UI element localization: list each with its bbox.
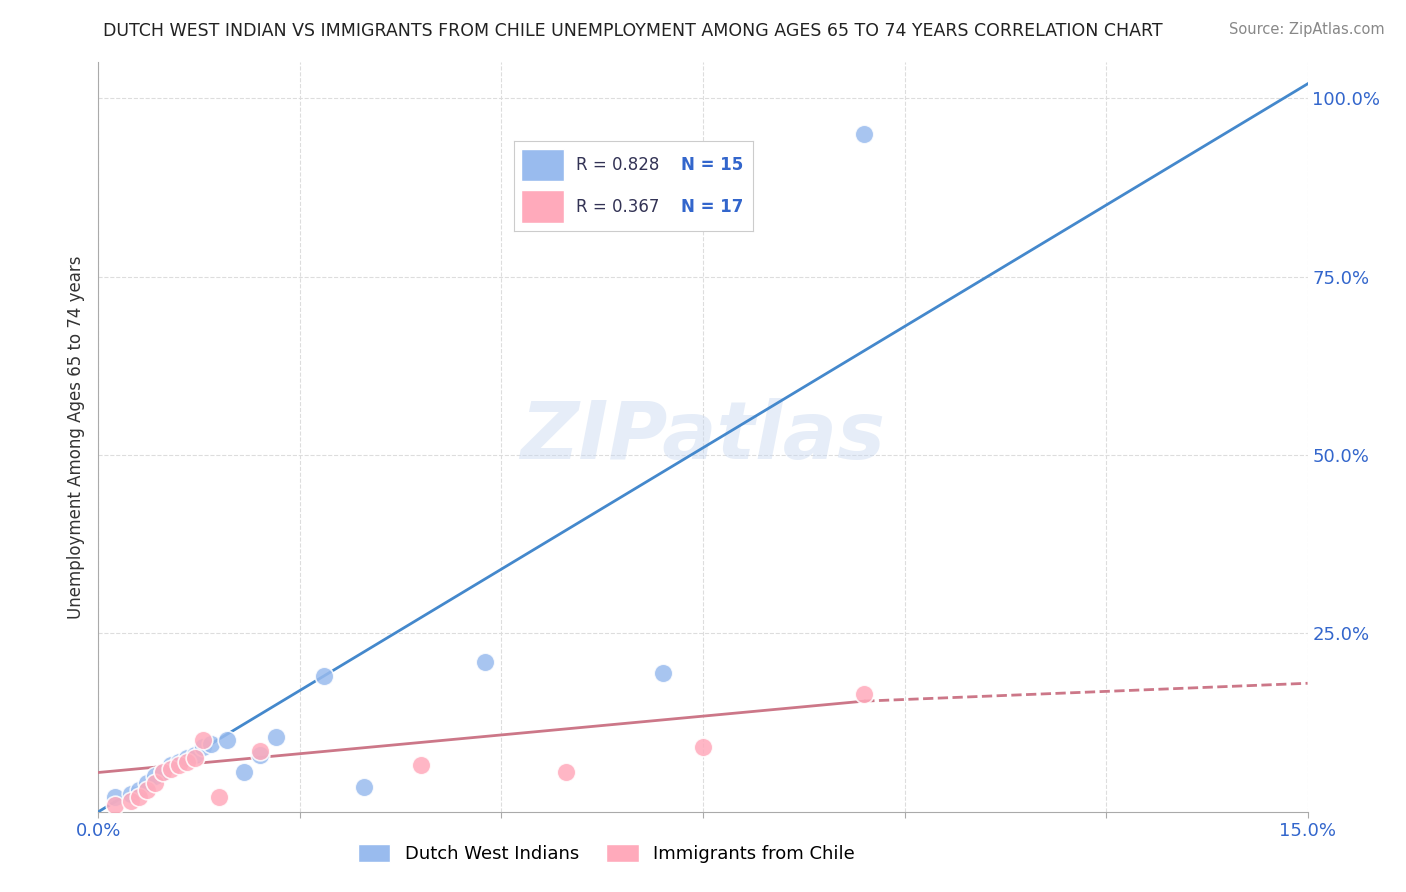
Point: [167, 758, 190, 772]
Text: N = 17: N = 17: [682, 197, 744, 216]
Point: [208, 790, 231, 805]
Point: [160, 758, 183, 772]
Point: [314, 669, 336, 683]
Point: [103, 797, 125, 812]
Point: [474, 655, 496, 669]
Point: [193, 733, 215, 747]
Text: N = 15: N = 15: [682, 155, 744, 174]
Point: [135, 783, 157, 797]
Point: [555, 765, 578, 780]
Point: [120, 787, 142, 801]
Point: [409, 758, 432, 772]
Point: [152, 765, 174, 780]
Point: [249, 747, 271, 762]
Point: [135, 776, 157, 790]
Text: R = 0.828: R = 0.828: [576, 155, 659, 174]
Point: [193, 740, 215, 755]
Legend: Dutch West Indians, Immigrants from Chile: Dutch West Indians, Immigrants from Chil…: [350, 837, 862, 870]
Point: [128, 783, 150, 797]
Point: [232, 765, 254, 780]
FancyBboxPatch shape: [520, 149, 564, 181]
Point: [103, 790, 125, 805]
Point: [184, 747, 207, 762]
Point: [217, 733, 239, 747]
Point: [853, 687, 876, 701]
Point: [152, 765, 174, 780]
Point: [249, 744, 271, 758]
Point: [143, 769, 166, 783]
Point: [120, 794, 142, 808]
Point: [264, 730, 287, 744]
Point: [184, 751, 207, 765]
Point: [176, 751, 198, 765]
Point: [160, 762, 183, 776]
Text: Source: ZipAtlas.com: Source: ZipAtlas.com: [1229, 22, 1385, 37]
Y-axis label: Unemployment Among Ages 65 to 74 years: Unemployment Among Ages 65 to 74 years: [66, 255, 84, 619]
Point: [651, 665, 673, 680]
Point: [143, 776, 166, 790]
FancyBboxPatch shape: [520, 191, 564, 223]
Text: ZIPatlas: ZIPatlas: [520, 398, 886, 476]
Point: [692, 740, 714, 755]
Point: [200, 737, 222, 751]
Point: [353, 780, 375, 794]
Point: [176, 755, 198, 769]
Point: [128, 790, 150, 805]
Text: R = 0.367: R = 0.367: [576, 197, 659, 216]
Point: [853, 127, 876, 141]
Text: DUTCH WEST INDIAN VS IMMIGRANTS FROM CHILE UNEMPLOYMENT AMONG AGES 65 TO 74 YEAR: DUTCH WEST INDIAN VS IMMIGRANTS FROM CHI…: [103, 22, 1163, 40]
Point: [167, 755, 190, 769]
